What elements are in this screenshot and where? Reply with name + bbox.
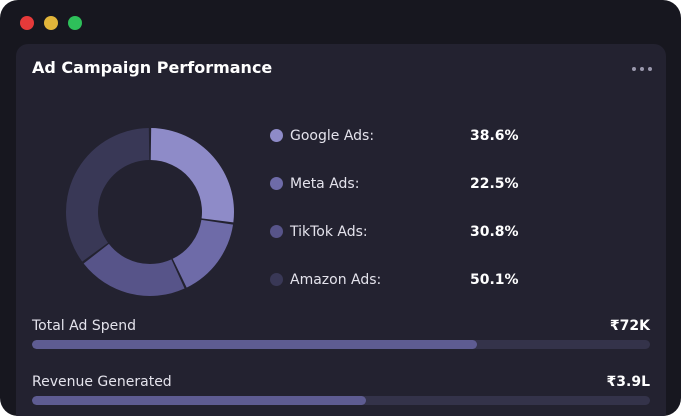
donut-chart — [66, 128, 234, 296]
title-bar — [0, 0, 681, 44]
more-horizontal-icon — [632, 67, 636, 71]
legend-swatch-icon — [270, 225, 283, 238]
donut-slice-meta-ads — [172, 219, 234, 288]
card-title: Ad Campaign Performance — [32, 58, 273, 77]
legend-swatch-icon — [270, 129, 283, 142]
maximize-window-button[interactable] — [68, 16, 82, 30]
legend-label: TikTok Ads: — [290, 224, 368, 240]
donut-slice-tiktok-ads — [83, 243, 185, 296]
legend-label: Meta Ads: — [290, 176, 360, 192]
legend-item-tiktok-ads: TikTok Ads: 30.8% — [270, 218, 530, 266]
legend-value: 38.6% — [470, 128, 519, 144]
metric-total-ad-spend: Total Ad Spend ₹72K — [32, 318, 650, 358]
chart-legend: Google Ads: 38.6% Meta Ads: 22.5% TikTok… — [270, 122, 530, 314]
close-window-button[interactable] — [20, 16, 34, 30]
more-options-button[interactable] — [628, 61, 656, 77]
metric-label: Total Ad Spend — [32, 318, 136, 334]
legend-label: Google Ads: — [290, 128, 375, 144]
more-horizontal-icon — [648, 67, 652, 71]
progress-fill — [32, 340, 477, 349]
progress-fill — [32, 396, 366, 405]
donut-slice-google-ads — [150, 128, 234, 223]
metric-value: ₹72K — [609, 318, 650, 334]
legend-item-google-ads: Google Ads: 38.6% — [270, 122, 530, 170]
legend-value: 22.5% — [470, 176, 519, 192]
legend-item-amazon-ads: Amazon Ads: 50.1% — [270, 266, 530, 314]
metric-value: ₹3.9L — [606, 374, 650, 390]
donut-slice-amazon-ads — [66, 128, 150, 262]
legend-value: 50.1% — [470, 272, 519, 288]
progress-track — [32, 340, 650, 349]
legend-value: 30.8% — [470, 224, 519, 240]
legend-swatch-icon — [270, 177, 283, 190]
metric-revenue-generated: Revenue Generated ₹3.9L — [32, 374, 650, 414]
legend-swatch-icon — [270, 273, 283, 286]
legend-label: Amazon Ads: — [290, 272, 382, 288]
progress-track — [32, 396, 650, 405]
legend-item-meta-ads: Meta Ads: 22.5% — [270, 170, 530, 218]
more-horizontal-icon — [640, 67, 644, 71]
minimize-window-button[interactable] — [44, 16, 58, 30]
campaign-performance-card: Ad Campaign Performance Google Ads: 38.6… — [16, 44, 666, 416]
metric-label: Revenue Generated — [32, 374, 172, 390]
